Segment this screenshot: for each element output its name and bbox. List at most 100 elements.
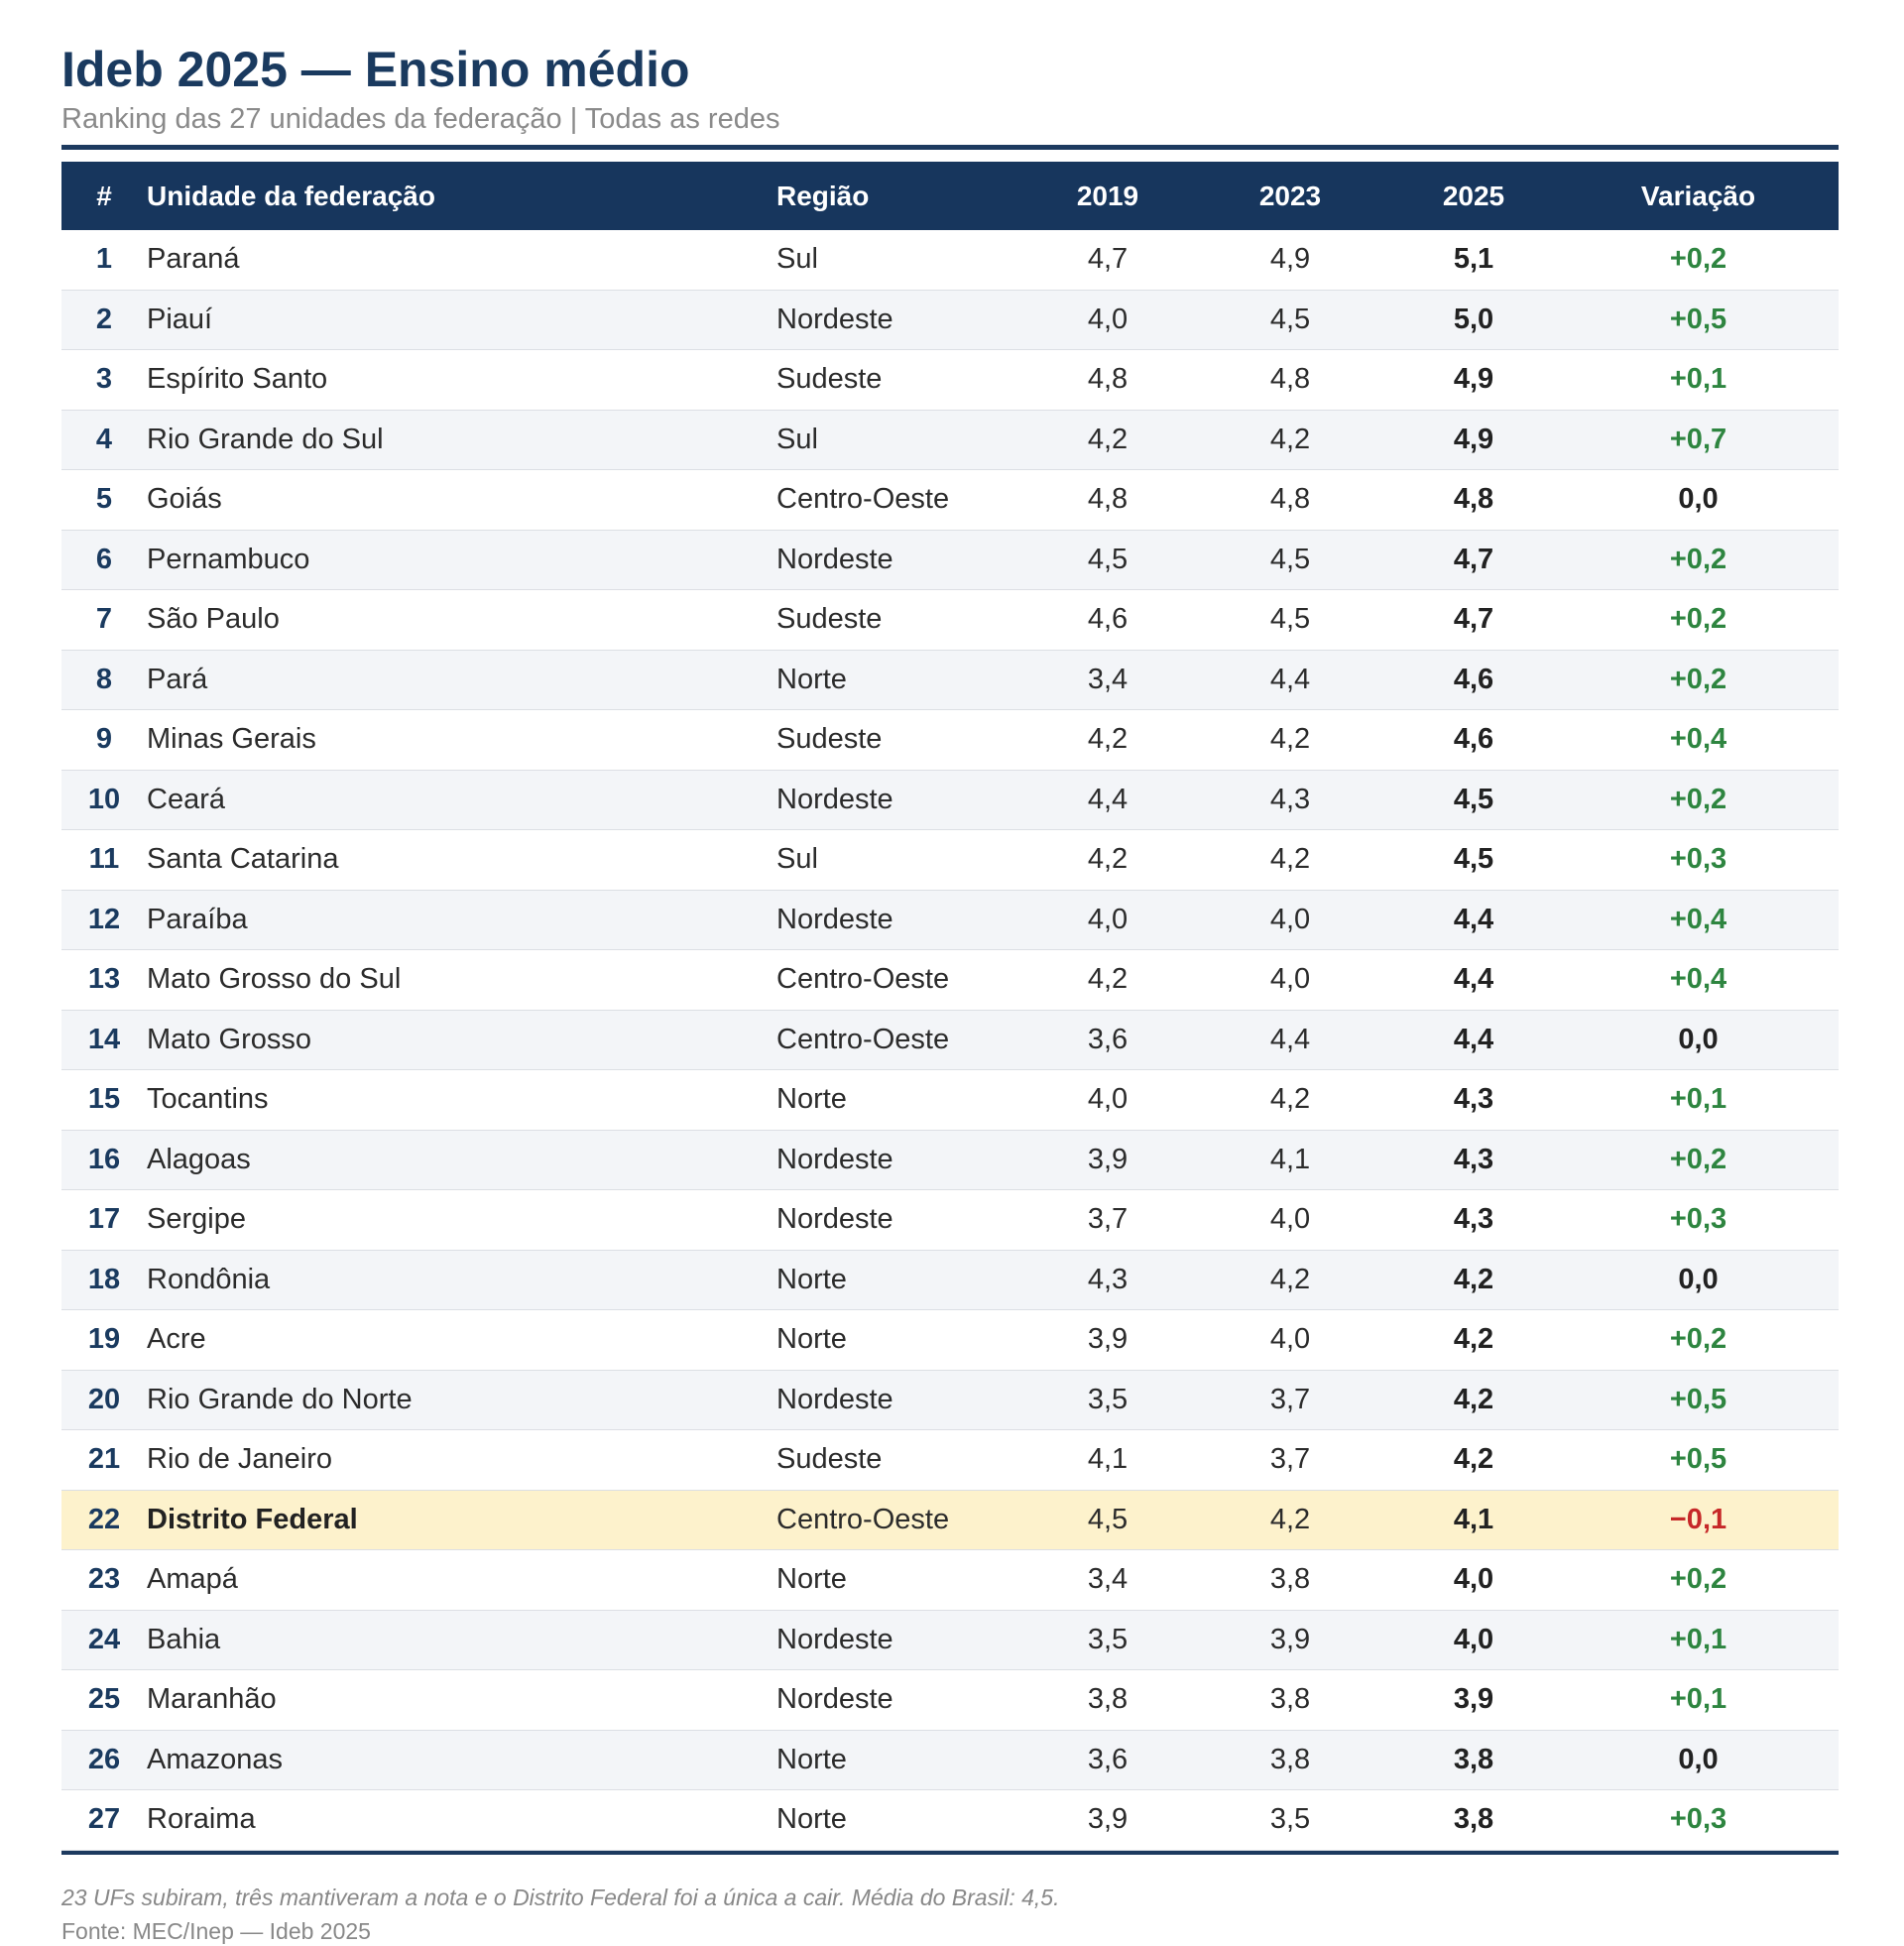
value-2023-cell: 3,9 <box>1191 1610 1389 1670</box>
value-2019-cell: 4,0 <box>1024 290 1191 350</box>
value-2023-cell: 4,5 <box>1191 589 1389 651</box>
value-2023-cell: 3,7 <box>1191 1370 1389 1430</box>
uf-cell: Bahia <box>147 1610 776 1670</box>
rank-cell: 21 <box>61 1429 147 1491</box>
table-row: 3 Espírito Santo Sudeste 4,8 4,8 4,9 +0,1 <box>61 349 1839 411</box>
regiao-cell: Nordeste <box>776 770 1024 830</box>
value-2019-cell: 4,2 <box>1024 410 1191 470</box>
variacao-cell: +0,4 <box>1558 709 1839 771</box>
value-2019-cell: 3,6 <box>1024 1010 1191 1070</box>
regiao-cell: Nordeste <box>776 1130 1024 1190</box>
table-row: 18 Rondônia Norte 4,3 4,2 4,2 0,0 <box>61 1250 1839 1310</box>
table-row: 27 Roraima Norte 3,9 3,5 3,8 +0,3 <box>61 1789 1839 1851</box>
value-2025-cell: 4,3 <box>1389 1130 1558 1190</box>
table-body: 1 Paraná Sul 4,7 4,9 5,1 +0,2 2 Piauí Nordeste 4,0… <box>61 230 1839 1851</box>
value-2025-cell: 3,8 <box>1389 1789 1558 1851</box>
uf-cell: Pará <box>147 650 776 710</box>
rank-cell: 17 <box>61 1189 147 1251</box>
variacao-cell: +0,2 <box>1558 770 1839 830</box>
regiao-cell: Nordeste <box>776 1610 1024 1670</box>
rank-cell: 18 <box>61 1250 147 1310</box>
column-header-2023: 2023 <box>1191 162 1389 230</box>
value-2025-cell: 4,4 <box>1389 890 1558 950</box>
rank-cell: 11 <box>61 829 147 891</box>
value-2019-cell: 4,4 <box>1024 770 1191 830</box>
rank-cell: 27 <box>61 1789 147 1851</box>
value-2019-cell: 4,2 <box>1024 949 1191 1011</box>
variacao-cell: +0,4 <box>1558 949 1839 1011</box>
regiao-cell: Norte <box>776 1789 1024 1851</box>
value-2025-cell: 4,9 <box>1389 349 1558 411</box>
value-2025-cell: 4,5 <box>1389 770 1558 830</box>
rank-cell: 20 <box>61 1370 147 1430</box>
value-2023-cell: 4,2 <box>1191 709 1389 771</box>
rank-cell: 25 <box>61 1669 147 1731</box>
variacao-cell: +0,1 <box>1558 1610 1839 1670</box>
value-2019-cell: 4,8 <box>1024 469 1191 531</box>
regiao-cell: Centro-Oeste <box>776 949 1024 1011</box>
value-2025-cell: 4,6 <box>1389 709 1558 771</box>
value-2023-cell: 4,4 <box>1191 1010 1389 1070</box>
value-2023-cell: 4,8 <box>1191 349 1389 411</box>
value-2025-cell: 4,6 <box>1389 650 1558 710</box>
column-header-2025: 2025 <box>1389 162 1558 230</box>
value-2025-cell: 4,4 <box>1389 1010 1558 1070</box>
uf-cell: Santa Catarina <box>147 829 776 891</box>
variacao-cell: +0,5 <box>1558 1429 1839 1491</box>
table-row: 22 Distrito Federal Centro-Oeste 4,5 4,2 4,1−… <box>61 1490 1839 1550</box>
value-2019-cell: 4,1 <box>1024 1429 1191 1491</box>
value-2023-cell: 4,0 <box>1191 1189 1389 1251</box>
value-2023-cell: 4,8 <box>1191 469 1389 531</box>
table-row: 13 Mato Grosso do Sul Centro-Oeste 4,2 4,0 4,… <box>61 949 1839 1011</box>
uf-cell: Amazonas <box>147 1730 776 1790</box>
table-row: 23 Amapá Norte 3,4 3,8 4,0 +0,2 <box>61 1549 1839 1611</box>
variacao-cell: +0,1 <box>1558 349 1839 411</box>
table-row: 7 São Paulo Sudeste 4,6 4,5 4,7 +0,2 <box>61 589 1839 651</box>
rank-cell: 7 <box>61 589 147 651</box>
value-2025-cell: 3,9 <box>1389 1669 1558 1731</box>
uf-cell: Paraná <box>147 230 776 291</box>
rank-cell: 8 <box>61 650 147 710</box>
regiao-cell: Sudeste <box>776 589 1024 651</box>
value-2025-cell: 4,2 <box>1389 1250 1558 1310</box>
value-2023-cell: 4,5 <box>1191 530 1389 590</box>
variacao-cell: +0,2 <box>1558 589 1839 651</box>
uf-cell: Mato Grosso <box>147 1010 776 1070</box>
value-2023-cell: 3,7 <box>1191 1429 1389 1491</box>
table-row: 5 Goiás Centro-Oeste 4,8 4,8 4,8 0,0 <box>61 469 1839 531</box>
uf-cell: Rondônia <box>147 1250 776 1310</box>
value-2019-cell: 4,7 <box>1024 230 1191 291</box>
uf-cell: Sergipe <box>147 1189 776 1251</box>
variacao-cell: 0,0 <box>1558 469 1839 531</box>
table-row: 20 Rio Grande do Norte Nordeste 3,5 3,7 4,2 +0… <box>61 1370 1839 1430</box>
rank-cell: 26 <box>61 1730 147 1790</box>
table-header: # Unidade da federação Região 2019 2023 … <box>61 162 1839 230</box>
rank-cell: 9 <box>61 709 147 771</box>
regiao-cell: Nordeste <box>776 290 1024 350</box>
value-2025-cell: 4,0 <box>1389 1549 1558 1611</box>
table-row: 6 Pernambuco Nordeste 4,5 4,5 4,7 +0,2 <box>61 530 1839 590</box>
value-2025-cell: 4,7 <box>1389 530 1558 590</box>
table-row: 4 Rio Grande do Sul Sul 4,2 4,2 4,9 +0,7 <box>61 410 1839 470</box>
variacao-cell: +0,3 <box>1558 1189 1839 1251</box>
rank-cell: 19 <box>61 1309 147 1371</box>
variacao-cell: 0,0 <box>1558 1010 1839 1070</box>
value-2023-cell: 4,9 <box>1191 230 1389 291</box>
table-row: 8 Pará Norte 3,4 4,4 4,6 +0,2 <box>61 650 1839 710</box>
regiao-cell: Norte <box>776 1069 1024 1131</box>
value-2023-cell: 4,0 <box>1191 949 1389 1011</box>
regiao-cell: Sudeste <box>776 1429 1024 1491</box>
variacao-cell: +0,7 <box>1558 410 1839 470</box>
uf-cell: Espírito Santo <box>147 349 776 411</box>
uf-cell: Goiás <box>147 469 776 531</box>
value-2019-cell: 3,5 <box>1024 1610 1191 1670</box>
table-row: 11 Santa Catarina Sul 4,2 4,2 4,5 +0,3 <box>61 829 1839 891</box>
rank-cell: 3 <box>61 349 147 411</box>
uf-cell: São Paulo <box>147 589 776 651</box>
value-2023-cell: 4,1 <box>1191 1130 1389 1190</box>
table-row: 17 Sergipe Nordeste 3,7 4,0 4,3 +0,3 <box>61 1189 1839 1251</box>
variacao-cell: +0,2 <box>1558 1309 1839 1371</box>
rank-cell: 16 <box>61 1130 147 1190</box>
table-row: 14 Mato Grosso Centro-Oeste 3,6 4,4 4,4 0,0 <box>61 1010 1839 1070</box>
uf-cell: Maranhão <box>147 1669 776 1731</box>
